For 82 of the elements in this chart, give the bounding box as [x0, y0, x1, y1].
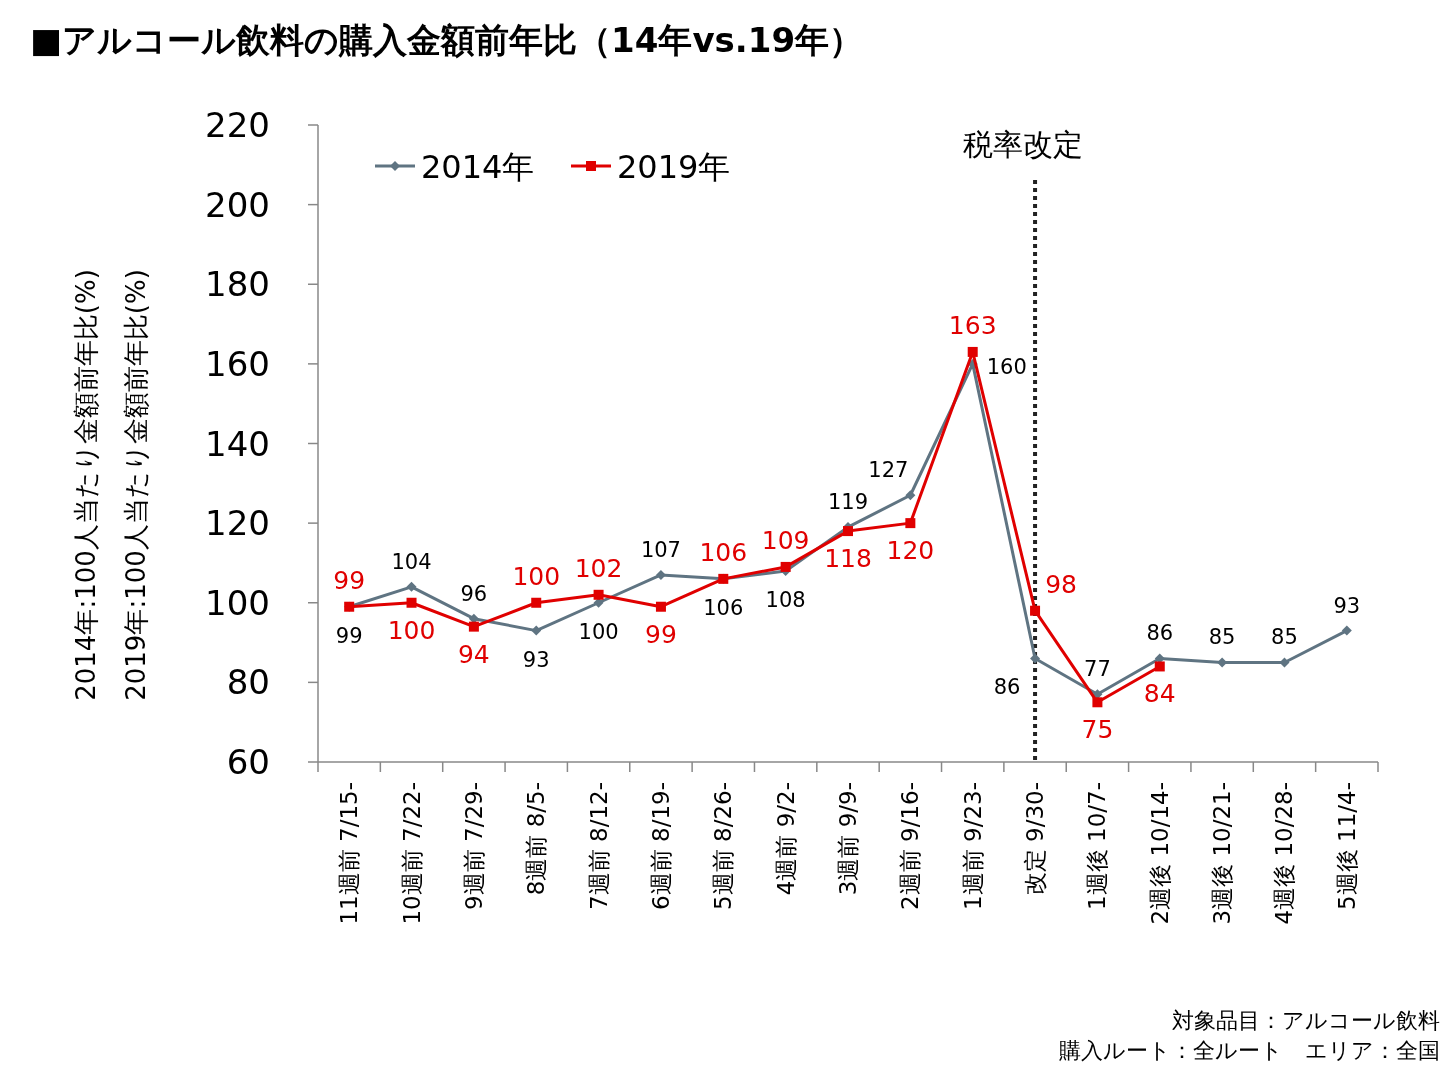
y-tick-label: 140	[205, 423, 270, 464]
data-label: 86	[993, 675, 1021, 700]
x-tick-label: 4週後 10/28-	[1271, 782, 1298, 925]
data-label: 106	[699, 537, 748, 567]
data-label: 119	[827, 490, 869, 515]
data-label: 108	[765, 587, 806, 612]
data-label: 99	[333, 565, 366, 595]
point	[406, 597, 417, 608]
point	[531, 625, 542, 636]
x-tick-label: 5週後 11/4-	[1333, 782, 1360, 910]
data-label: 160	[986, 354, 1027, 379]
data-label: 93	[1333, 593, 1361, 618]
x-tick-label: 3週前 9/9-	[835, 782, 861, 896]
y-tick-label: 180	[205, 264, 270, 305]
data-label: 98	[1045, 569, 1077, 599]
data-label: 99	[645, 619, 677, 649]
data-label: 100	[512, 561, 561, 591]
data-label: 93	[522, 647, 550, 672]
data-label: 86	[1146, 621, 1174, 646]
x-tick-label: 2週前 9/16-	[897, 782, 924, 910]
data-label: 118	[824, 544, 872, 574]
x-tick-label: 6週前 8/19-	[647, 782, 674, 910]
point	[780, 561, 791, 572]
x-tick-label: 3週後 10/21-	[1209, 782, 1236, 925]
y-tick-label: 60	[226, 742, 270, 782]
data-label: 107	[640, 537, 681, 562]
data-label: 99	[335, 623, 363, 648]
text: 購入ルート：全ルート エリア：全国	[1059, 1038, 1440, 1063]
x-tick-label: 10週前 7/22-	[398, 782, 425, 925]
point	[593, 589, 604, 600]
data-label: 120	[886, 536, 935, 566]
legend-label: 2014年	[421, 148, 535, 186]
ref-line-label: 税率改定	[963, 127, 1084, 162]
y-tick-label: 220	[205, 105, 270, 145]
point	[655, 569, 666, 580]
point	[1341, 625, 1352, 636]
x-tick-label: 8週前 8/5-	[523, 782, 550, 896]
point	[1092, 697, 1103, 708]
y-tick-label: 120	[205, 503, 270, 544]
data-label: 94	[457, 639, 490, 669]
data-label: 104	[391, 549, 432, 574]
legend-label: 2019年	[617, 148, 731, 186]
point	[1154, 661, 1165, 672]
point	[531, 597, 542, 608]
data-label: 84	[1143, 679, 1176, 709]
data-label: 127	[868, 458, 909, 483]
point	[655, 601, 666, 612]
x-tick-label: 11週前 7/15-	[336, 782, 363, 925]
point	[1030, 653, 1041, 664]
data-label: 77	[1084, 657, 1111, 682]
point	[843, 526, 853, 537]
chart-title: ■アルコール飲料の購入金額前年比（14年vs.19年）	[30, 20, 864, 60]
data-label: 100	[387, 615, 436, 645]
y-tick-label: 100	[205, 582, 270, 623]
data-label: 109	[761, 525, 810, 555]
x-tick-label: 改定 9/30-	[1022, 782, 1049, 896]
data-label: 102	[574, 553, 623, 583]
data-label: 106	[703, 595, 744, 620]
data-label: 96	[460, 581, 488, 606]
data-label: 75	[1081, 715, 1114, 745]
point	[1030, 605, 1041, 616]
x-tick-label: 1週後 10/7-	[1084, 782, 1111, 910]
y-tick-label: 80	[226, 662, 270, 703]
x-tick-label: 9週前 7/29-	[460, 782, 487, 910]
y-tick-label: 200	[205, 184, 270, 225]
data-label: 85	[1208, 625, 1236, 650]
y-tick-label: 160	[205, 343, 270, 384]
point	[905, 518, 916, 529]
x-tick-label: 1週前 9/23-	[959, 782, 986, 910]
x-tick-label: 7週前 8/12-	[585, 782, 612, 910]
point	[406, 581, 417, 592]
point	[468, 621, 479, 632]
data-label: 85	[1271, 625, 1298, 650]
point	[905, 490, 916, 501]
y-axis-title: 2014年:100人当たり金額前年比(%) 2019年:100人当たり金額前年比(%)	[71, 269, 151, 701]
x-tick-label: 5週前 8/26-	[710, 782, 737, 910]
x-tick-label: 4週前 9/2-	[772, 782, 799, 896]
text: 対象品目：アルコール飲料	[1172, 1008, 1440, 1033]
data-label: 163	[948, 310, 997, 340]
data-label: 100	[578, 619, 619, 644]
x-tick-label: 2週後 10/14-	[1146, 782, 1173, 925]
point	[967, 346, 978, 357]
